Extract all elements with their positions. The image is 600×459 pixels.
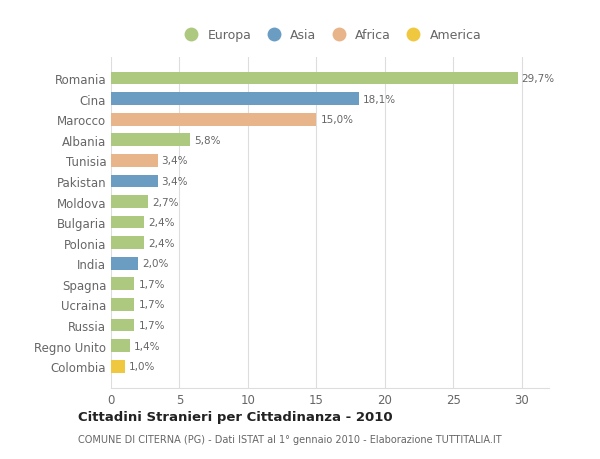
Text: 3,4%: 3,4%	[161, 156, 188, 166]
Bar	[111, 216, 144, 229]
Bar	[111, 175, 158, 188]
Bar	[111, 237, 144, 250]
Text: 1,4%: 1,4%	[134, 341, 161, 351]
Text: 2,4%: 2,4%	[148, 218, 175, 228]
Text: 2,4%: 2,4%	[148, 238, 175, 248]
Text: 1,7%: 1,7%	[139, 279, 165, 289]
Legend: Europa, Asia, Africa, America: Europa, Asia, Africa, America	[173, 24, 487, 47]
Text: Cittadini Stranieri per Cittadinanza - 2010: Cittadini Stranieri per Cittadinanza - 2…	[78, 410, 392, 423]
Text: 18,1%: 18,1%	[363, 95, 396, 104]
Text: 1,7%: 1,7%	[139, 320, 165, 330]
Bar	[111, 73, 518, 85]
Bar	[111, 319, 134, 332]
Text: COMUNE DI CITERNA (PG) - Dati ISTAT al 1° gennaio 2010 - Elaborazione TUTTITALIA: COMUNE DI CITERNA (PG) - Dati ISTAT al 1…	[78, 434, 502, 443]
Text: 2,0%: 2,0%	[142, 259, 169, 269]
Text: 5,8%: 5,8%	[194, 135, 221, 146]
Bar	[111, 196, 148, 208]
Bar	[111, 278, 134, 291]
Text: 2,7%: 2,7%	[152, 197, 179, 207]
Bar	[111, 360, 125, 373]
Bar	[111, 93, 359, 106]
Text: 1,0%: 1,0%	[129, 362, 155, 371]
Bar	[111, 340, 130, 353]
Bar	[111, 134, 190, 147]
Text: 29,7%: 29,7%	[521, 74, 555, 84]
Text: 1,7%: 1,7%	[139, 300, 165, 310]
Text: 3,4%: 3,4%	[161, 177, 188, 186]
Bar	[111, 257, 139, 270]
Text: 15,0%: 15,0%	[320, 115, 353, 125]
Bar	[111, 155, 158, 168]
Bar	[111, 113, 316, 126]
Bar	[111, 298, 134, 311]
